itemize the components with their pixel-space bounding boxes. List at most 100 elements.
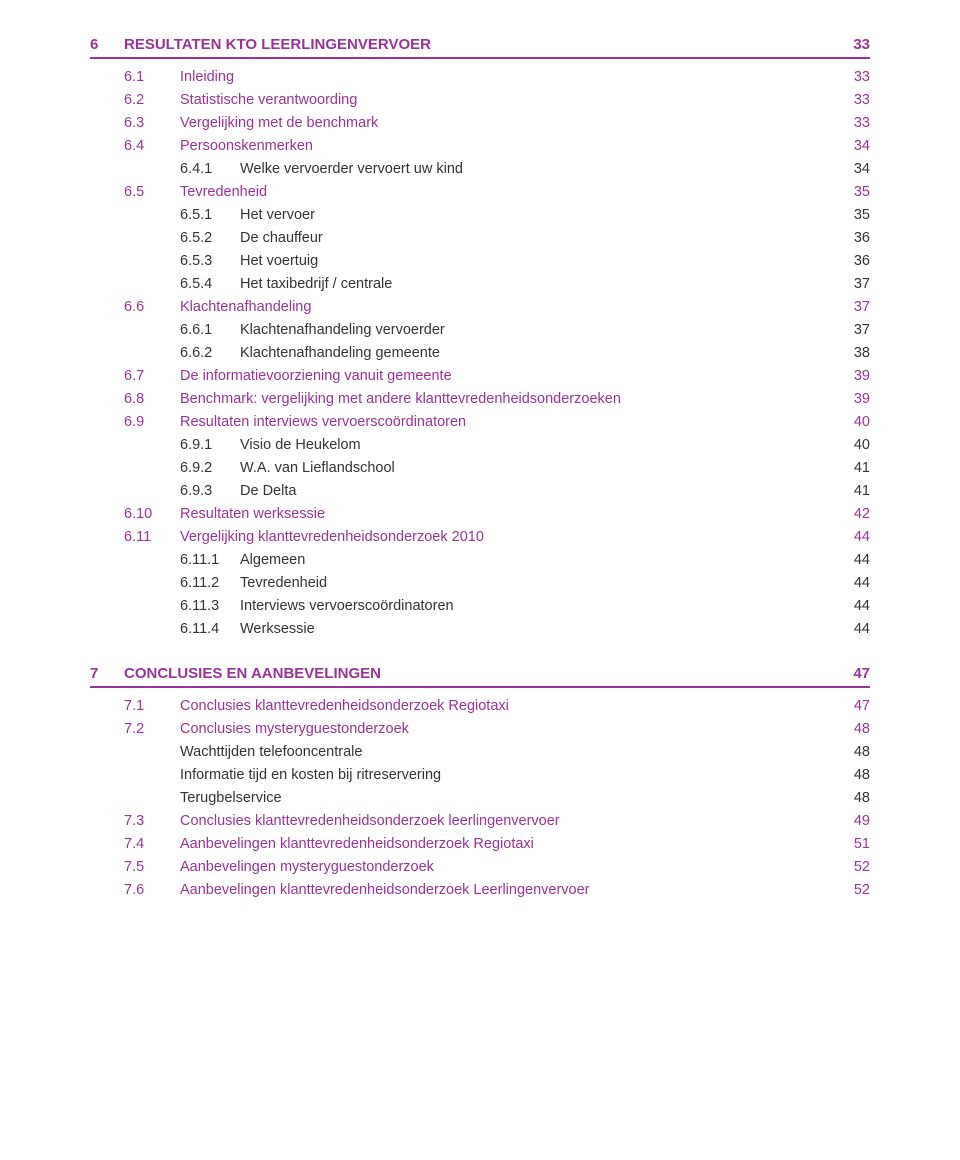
subsection-title: Het vervoer	[240, 207, 830, 223]
section-title: Statistische verantwoording	[180, 92, 830, 108]
toc-section: 6.6 Klachtenafhandeling 37	[90, 299, 870, 315]
section-title: Aanbevelingen klanttevredenheidsonderzoe…	[180, 882, 830, 898]
section-number: 7.6	[124, 882, 180, 898]
toc-section: 7.2 Conclusies mysteryguestonderzoek 48	[90, 721, 870, 737]
section-number: 7.2	[124, 721, 180, 737]
section-page: 33	[830, 115, 870, 131]
section-number: 6.7	[124, 368, 180, 384]
subsection-page: 34	[830, 161, 870, 177]
subsection-number: 6.5.2	[180, 230, 240, 246]
section-number: 6.8	[124, 391, 180, 407]
subsection-title: Algemeen	[240, 552, 830, 568]
chapter-title: RESULTATEN KTO LEERLINGENVERVOER	[124, 36, 830, 53]
section-title: Vergelijking klanttevredenheidsonderzoek…	[180, 529, 830, 545]
subsection-page: 44	[830, 552, 870, 568]
subsection-number: 6.6.2	[180, 345, 240, 361]
section-title: Resultaten interviews vervoerscoördinato…	[180, 414, 830, 430]
subsection-number: 6.6.1	[180, 322, 240, 338]
toc-section: 6.1 Inleiding 33	[90, 69, 870, 85]
toc-subsection: 6.5.4 Het taxibedrijf / centrale 37	[90, 276, 870, 292]
toc-subsection: 6.5.2 De chauffeur 36	[90, 230, 870, 246]
toc-subsection: Terugbelservice 48	[90, 790, 870, 806]
section-page: 35	[830, 184, 870, 200]
section-title: De informatievoorziening vanuit gemeente	[180, 368, 830, 384]
section-number: 6.4	[124, 138, 180, 154]
section-page: 33	[830, 69, 870, 85]
toc-section: 7.4 Aanbevelingen klanttevredenheidsonde…	[90, 836, 870, 852]
subsection-title: Interviews vervoerscoördinatoren	[240, 598, 830, 614]
toc-section: 6.9 Resultaten interviews vervoerscoördi…	[90, 414, 870, 430]
subsection-title: Informatie tijd en kosten bij ritreserve…	[180, 767, 830, 783]
subsection-page: 36	[830, 230, 870, 246]
section-title: Tevredenheid	[180, 184, 830, 200]
section-page: 51	[830, 836, 870, 852]
subsection-page: 48	[830, 790, 870, 806]
subsection-title: Werksessie	[240, 621, 830, 637]
toc-section: 7.5 Aanbevelingen mysteryguestonderzoek …	[90, 859, 870, 875]
toc-subsection: 6.5.3 Het voertuig 36	[90, 253, 870, 269]
toc-subsection: Informatie tijd en kosten bij ritreserve…	[90, 767, 870, 783]
subsection-title: Terugbelservice	[180, 790, 830, 806]
chapter-number: 7	[90, 665, 124, 682]
subsection-title: De chauffeur	[240, 230, 830, 246]
toc-section: 6.10 Resultaten werksessie 42	[90, 506, 870, 522]
section-page: 40	[830, 414, 870, 430]
subsection-title: Klachtenafhandeling vervoerder	[240, 322, 830, 338]
toc-section: 6.2 Statistische verantwoording 33	[90, 92, 870, 108]
subsection-page: 48	[830, 767, 870, 783]
toc-subsection: 6.5.1 Het vervoer 35	[90, 207, 870, 223]
toc-section: 6.4 Persoonskenmerken 34	[90, 138, 870, 154]
subsection-number: 6.9.2	[180, 460, 240, 476]
toc-subsection: 6.11.3 Interviews vervoerscoördinatoren …	[90, 598, 870, 614]
section-title: Vergelijking met de benchmark	[180, 115, 830, 131]
subsection-title: Tevredenheid	[240, 575, 830, 591]
toc-subsection: 6.4.1 Welke vervoerder vervoert uw kind …	[90, 161, 870, 177]
section-number: 7.1	[124, 698, 180, 714]
section-title: Aanbevelingen klanttevredenheidsonderzoe…	[180, 836, 830, 852]
section-page: 34	[830, 138, 870, 154]
section-number: 6.10	[124, 506, 180, 522]
section-page: 49	[830, 813, 870, 829]
chapter-page: 47	[830, 665, 870, 682]
section-title: Conclusies klanttevredenheidsonderzoek l…	[180, 813, 830, 829]
section-page: 47	[830, 698, 870, 714]
section-title: Inleiding	[180, 69, 830, 85]
toc-subsection: 6.6.2 Klachtenafhandeling gemeente 38	[90, 345, 870, 361]
subsection-title: De Delta	[240, 483, 830, 499]
subsection-title: Wachttijden telefooncentrale	[180, 744, 830, 760]
subsection-page: 44	[830, 621, 870, 637]
toc-subsection: 6.9.3 De Delta 41	[90, 483, 870, 499]
subsection-number: 6.5.3	[180, 253, 240, 269]
section-title: Resultaten werksessie	[180, 506, 830, 522]
subsection-page: 35	[830, 207, 870, 223]
subsection-page: 44	[830, 575, 870, 591]
toc-section: 7.6 Aanbevelingen klanttevredenheidsonde…	[90, 882, 870, 898]
toc-section: 6.8 Benchmark: vergelijking met andere k…	[90, 391, 870, 407]
section-number: 6.11	[124, 529, 180, 545]
subsection-number: 6.11.1	[180, 552, 240, 568]
section-title: Klachtenafhandeling	[180, 299, 830, 315]
toc-subsection: Wachttijden telefooncentrale 48	[90, 744, 870, 760]
section-page: 37	[830, 299, 870, 315]
chapter-title: CONCLUSIES EN AANBEVELINGEN	[124, 665, 830, 682]
subsection-page: 41	[830, 460, 870, 476]
subsection-page: 41	[830, 483, 870, 499]
subsection-title: Visio de Heukelom	[240, 437, 830, 453]
section-page: 44	[830, 529, 870, 545]
subsection-number: 6.11.3	[180, 598, 240, 614]
section-page: 39	[830, 368, 870, 384]
section-number: 6.1	[124, 69, 180, 85]
subsection-page: 48	[830, 744, 870, 760]
toc-subsection: 6.11.2 Tevredenheid 44	[90, 575, 870, 591]
subsection-page: 37	[830, 276, 870, 292]
section-page: 42	[830, 506, 870, 522]
subsection-page: 37	[830, 322, 870, 338]
subsection-title: Het taxibedrijf / centrale	[240, 276, 830, 292]
subsection-number: 6.9.3	[180, 483, 240, 499]
toc-subsection: 6.9.1 Visio de Heukelom 40	[90, 437, 870, 453]
section-number: 6.3	[124, 115, 180, 131]
section-title: Persoonskenmerken	[180, 138, 830, 154]
section-page: 39	[830, 391, 870, 407]
section-title: Aanbevelingen mysteryguestonderzoek	[180, 859, 830, 875]
subsection-number: 6.4.1	[180, 161, 240, 177]
